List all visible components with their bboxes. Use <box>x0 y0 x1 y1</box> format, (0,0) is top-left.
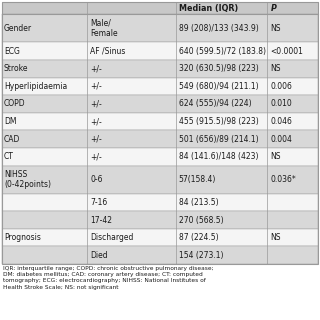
Bar <box>2 211 318 229</box>
Text: 0-6: 0-6 <box>90 175 103 184</box>
Text: CT: CT <box>4 152 14 161</box>
Text: CAD: CAD <box>4 135 20 144</box>
Text: <0.0001: <0.0001 <box>270 47 303 56</box>
Bar <box>2 229 318 246</box>
Text: 549 (680)/94 (211.1): 549 (680)/94 (211.1) <box>179 82 259 91</box>
Bar <box>2 130 318 148</box>
Text: +/-: +/- <box>90 100 102 108</box>
Bar <box>2 95 318 113</box>
Text: 501 (656)/89 (214.1): 501 (656)/89 (214.1) <box>179 135 259 144</box>
Text: 624 (555)/94 (224): 624 (555)/94 (224) <box>179 100 252 108</box>
Text: Gender: Gender <box>4 24 32 33</box>
Text: Hyperlipidaemia: Hyperlipidaemia <box>4 82 67 91</box>
Bar <box>2 2 318 264</box>
Text: 455 (915.5)/98 (223): 455 (915.5)/98 (223) <box>179 117 259 126</box>
Text: 89 (208)/133 (343.9): 89 (208)/133 (343.9) <box>179 24 259 33</box>
Text: +/-: +/- <box>90 135 102 144</box>
Bar <box>2 2 318 14</box>
Text: NS: NS <box>270 152 281 161</box>
Text: NS: NS <box>270 64 281 73</box>
Bar <box>2 246 318 264</box>
Text: 640 (599.5)/72 (183.8): 640 (599.5)/72 (183.8) <box>179 47 266 56</box>
Bar <box>2 194 318 211</box>
Text: ECG: ECG <box>4 47 20 56</box>
Text: COPD: COPD <box>4 100 26 108</box>
Text: 0.010: 0.010 <box>270 100 292 108</box>
Text: Stroke: Stroke <box>4 64 28 73</box>
Text: Median (IQR): Median (IQR) <box>179 4 238 13</box>
Text: 320 (630.5)/98 (223): 320 (630.5)/98 (223) <box>179 64 259 73</box>
Text: 154 (273.1): 154 (273.1) <box>179 251 223 260</box>
Text: IQR: interquartile range; COPD: chronic obstructive pulmonary disease;
DM: diabe: IQR: interquartile range; COPD: chronic … <box>3 266 214 290</box>
Bar <box>2 14 318 43</box>
Text: DM: DM <box>4 117 17 126</box>
Text: NIHSS
(0-42points): NIHSS (0-42points) <box>4 170 51 189</box>
Text: 0.004: 0.004 <box>270 135 292 144</box>
Text: +/-: +/- <box>90 152 102 161</box>
Text: 0.006: 0.006 <box>270 82 292 91</box>
Bar <box>2 43 318 60</box>
Text: P: P <box>270 4 276 13</box>
Text: Prognosis: Prognosis <box>4 233 41 242</box>
Bar <box>2 165 318 194</box>
Text: AF /Sinus: AF /Sinus <box>90 47 126 56</box>
Text: NS: NS <box>270 233 281 242</box>
Text: Male/
Female: Male/ Female <box>90 19 118 38</box>
Text: 270 (568.5): 270 (568.5) <box>179 216 223 225</box>
Text: Died: Died <box>90 251 108 260</box>
Text: +/-: +/- <box>90 82 102 91</box>
Text: 0.046: 0.046 <box>270 117 292 126</box>
Bar <box>2 148 318 165</box>
Text: +/-: +/- <box>90 117 102 126</box>
Text: 57(158.4): 57(158.4) <box>179 175 216 184</box>
Bar <box>2 113 318 130</box>
Text: 87 (224.5): 87 (224.5) <box>179 233 219 242</box>
Text: 17-42: 17-42 <box>90 216 112 225</box>
Bar <box>2 60 318 78</box>
Bar <box>2 78 318 95</box>
Text: 0.036*: 0.036* <box>270 175 296 184</box>
Text: 84 (213.5): 84 (213.5) <box>179 198 219 207</box>
Text: +/-: +/- <box>90 64 102 73</box>
Text: Discharged: Discharged <box>90 233 134 242</box>
Text: NS: NS <box>270 24 281 33</box>
Text: 84 (141.6)/148 (423): 84 (141.6)/148 (423) <box>179 152 258 161</box>
Text: 7-16: 7-16 <box>90 198 108 207</box>
